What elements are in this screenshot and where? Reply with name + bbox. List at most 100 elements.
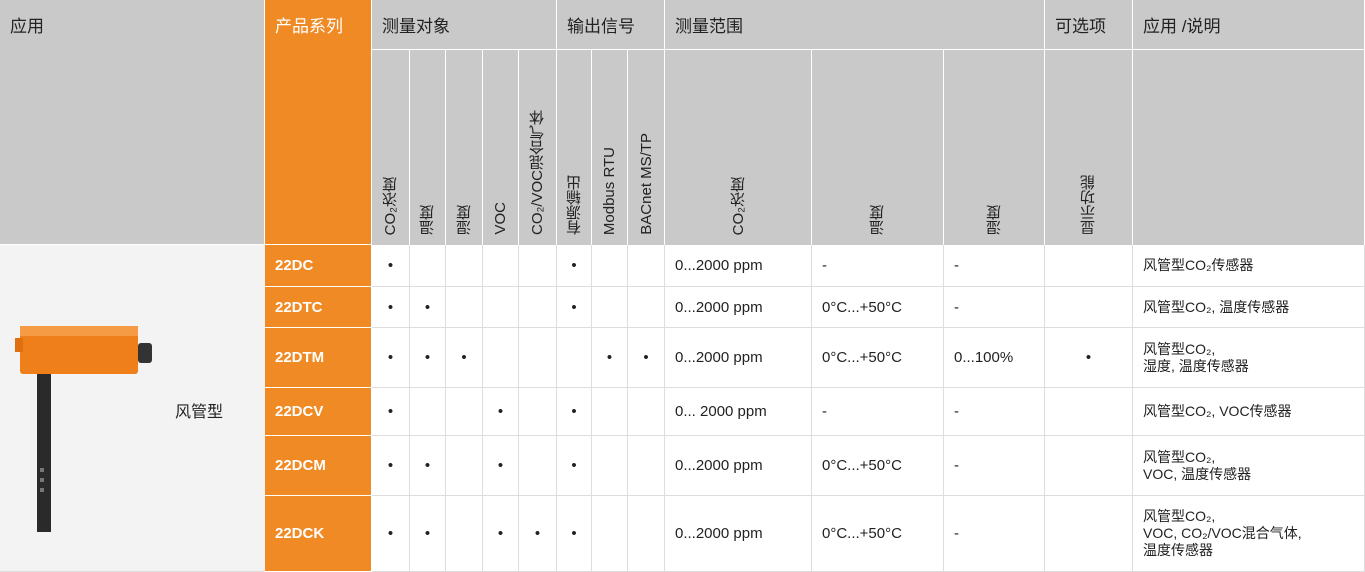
cell: 0°C...+50°C bbox=[812, 328, 944, 388]
cell bbox=[519, 388, 557, 436]
subheader-cell: 温度 bbox=[812, 50, 944, 245]
application-label: 风管型 bbox=[175, 404, 224, 421]
cell: • bbox=[410, 287, 446, 328]
cell bbox=[592, 245, 628, 287]
cell bbox=[628, 436, 665, 496]
cell bbox=[446, 287, 483, 328]
cell: - bbox=[944, 388, 1045, 436]
cell: - bbox=[944, 245, 1045, 287]
header-group: 测量对象 bbox=[372, 0, 557, 50]
description: 风管型CO₂, 湿度, 温度传感器 bbox=[1133, 328, 1365, 388]
header-blank bbox=[1133, 50, 1365, 245]
cell bbox=[628, 287, 665, 328]
description-line: VOC, CO₂/VOC混合气体, bbox=[1143, 525, 1302, 541]
cell: • bbox=[557, 287, 592, 328]
cell: • bbox=[372, 287, 410, 328]
product: 22DTC bbox=[265, 287, 372, 328]
subheader: 温度 bbox=[869, 205, 886, 235]
cell: • bbox=[410, 496, 446, 572]
cell: • bbox=[1045, 328, 1133, 388]
sensor-probe bbox=[37, 374, 51, 532]
subheader-cell: VOC bbox=[483, 50, 519, 245]
description-line: 风管型CO₂传感器 bbox=[1143, 257, 1254, 273]
description: 风管型CO₂, VOC, CO₂/VOC混合气体, 温度传感器 bbox=[1133, 496, 1365, 572]
subheader-cell: CO₂浓度 bbox=[372, 50, 410, 245]
cell bbox=[483, 328, 519, 388]
product: 22DCK bbox=[265, 496, 372, 572]
subheader: CO₂浓度 bbox=[382, 176, 399, 235]
cell: - bbox=[812, 245, 944, 287]
cell bbox=[592, 436, 628, 496]
subheader: VOC bbox=[492, 202, 509, 235]
cell: 0...2000 ppm bbox=[665, 436, 812, 496]
cell: • bbox=[410, 436, 446, 496]
cell: 0°C...+50°C bbox=[812, 496, 944, 572]
probe-vent bbox=[40, 468, 44, 472]
cell: - bbox=[944, 496, 1045, 572]
cell bbox=[446, 245, 483, 287]
cell: • bbox=[410, 328, 446, 388]
product: 22DTM bbox=[265, 328, 372, 388]
subheader: 湿度 bbox=[455, 205, 473, 235]
cell: • bbox=[557, 436, 592, 496]
subheader: CO₂浓度 bbox=[729, 176, 747, 235]
cell bbox=[519, 328, 557, 388]
cell bbox=[628, 388, 665, 436]
header-group: 输出信号 bbox=[557, 0, 665, 50]
cell: • bbox=[557, 496, 592, 572]
cell bbox=[628, 245, 665, 287]
description-line: 风管型CO₂, bbox=[1143, 448, 1216, 465]
cell bbox=[483, 245, 519, 287]
cable-gland bbox=[138, 343, 152, 363]
sensor-clip bbox=[15, 338, 23, 352]
cell: • bbox=[483, 496, 519, 572]
probe-vent bbox=[40, 488, 44, 492]
cell: 0°C...+50°C bbox=[812, 436, 944, 496]
cell bbox=[1045, 287, 1133, 328]
cell: • bbox=[519, 496, 557, 572]
cell: • bbox=[372, 245, 410, 287]
description: 风管型CO₂, VOC, 温度传感器 bbox=[1133, 436, 1365, 496]
header-group: 产品系列 bbox=[265, 0, 372, 245]
cell bbox=[410, 245, 446, 287]
description: 风管型CO₂传感器 bbox=[1133, 245, 1365, 287]
cell: • bbox=[483, 388, 519, 436]
header-group: 可选项 bbox=[1045, 0, 1133, 50]
subheader-cell: BACnet MS/TP bbox=[628, 50, 665, 245]
subheader-cell: 显示功能 bbox=[1045, 50, 1133, 245]
subheader: BACnet MS/TP bbox=[637, 133, 655, 235]
cell: • bbox=[372, 388, 410, 436]
subheader-cell: 湿度 bbox=[446, 50, 483, 245]
cell bbox=[1045, 388, 1133, 436]
subheader: CO₂/VOC混合气体 bbox=[529, 110, 546, 235]
description-line: 风管型CO₂, VOC传感器 bbox=[1143, 403, 1292, 419]
cell: • bbox=[628, 328, 665, 388]
cell: • bbox=[372, 436, 410, 496]
cell: • bbox=[557, 388, 592, 436]
cell: - bbox=[944, 287, 1045, 328]
header-group: 应用 /说明 bbox=[1133, 0, 1365, 50]
cell: • bbox=[557, 245, 592, 287]
subheader-cell: 温度 bbox=[410, 50, 446, 245]
sensor-lid bbox=[20, 326, 138, 336]
cell: 0...2000 ppm bbox=[665, 287, 812, 328]
header-group: 测量范围 bbox=[665, 0, 1045, 50]
description: 风管型CO₂, VOC传感器 bbox=[1133, 388, 1365, 436]
probe-vent bbox=[40, 478, 44, 482]
product: 22DC bbox=[265, 245, 372, 287]
subheader: 湿度 bbox=[985, 205, 1003, 235]
cell: 0... 2000 ppm bbox=[665, 388, 812, 436]
cell bbox=[592, 388, 628, 436]
cell: 0...2000 ppm bbox=[665, 245, 812, 287]
subheader-cell: CO₂浓度 bbox=[665, 50, 812, 245]
subheader-cell: CO₂/VOC混合气体 bbox=[519, 50, 557, 245]
cell bbox=[519, 436, 557, 496]
header-group: 应用 bbox=[0, 0, 265, 245]
sensor-housing bbox=[20, 326, 138, 374]
subheader-cell: 有源输出 bbox=[557, 50, 592, 245]
cell: 0°C...+50°C bbox=[812, 287, 944, 328]
description-line: 湿度, 温度传感器 bbox=[1143, 357, 1249, 374]
subheader: Modbus RTU bbox=[601, 146, 618, 235]
cell bbox=[592, 496, 628, 572]
